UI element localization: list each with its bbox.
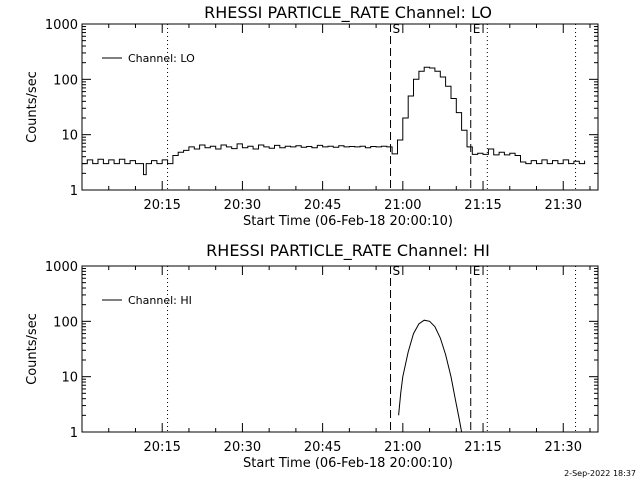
chart-title-1: RHESSI PARTICLE_RATE Channel: HI <box>206 241 490 261</box>
x-tick-label-0-2: 20:45 <box>304 198 341 213</box>
series-line-1-0 <box>398 319 463 433</box>
x-tick-label-1-2: 20:45 <box>304 440 341 455</box>
y-tick-label-1-0: 1 <box>70 426 78 441</box>
marker-label-0-1: E <box>473 22 481 36</box>
y-tick-label-1-1: 10 <box>61 371 78 386</box>
x-tick-label-0-4: 21:15 <box>464 198 501 213</box>
x-tick-label-0-0: 20:15 <box>143 198 180 213</box>
x-tick-label-1-1: 20:30 <box>224 440 261 455</box>
x-tick-label-1-4: 21:15 <box>464 440 501 455</box>
chart-title-0: RHESSI PARTICLE_RATE Channel: LO <box>204 3 492 23</box>
marker-label-1-0: S <box>393 264 401 278</box>
y-tick-label-1-2: 100 <box>53 315 78 330</box>
y-axis-label-0: Counts/sec <box>25 71 40 143</box>
legend-label-0: Channel: LO <box>128 52 195 65</box>
y-axis-label-1: Counts/sec <box>25 313 40 385</box>
y-tick-label-1-3: 1000 <box>45 260 78 275</box>
series-line-0-0 <box>82 66 586 176</box>
marker-label-1-1: E <box>473 264 481 278</box>
plot-frame-0 <box>81 23 599 191</box>
y-tick-label-0-2: 100 <box>53 73 78 88</box>
x-tick-label-1-0: 20:15 <box>143 440 180 455</box>
x-tick-label-1-5: 21:30 <box>545 440 582 455</box>
y-tick-label-0-0: 1 <box>70 184 78 199</box>
x-tick-label-0-5: 21:30 <box>545 198 582 213</box>
x-tick-label-0-1: 20:30 <box>224 198 261 213</box>
y-tick-label-0-3: 1000 <box>45 18 78 33</box>
x-tick-label-1-3: 21:00 <box>384 440 421 455</box>
x-axis-label-1: Start Time (06-Feb-18 20:00:10) <box>243 456 453 471</box>
legend-label-1: Channel: HI <box>128 294 192 307</box>
date-stamp: 2-Sep-2022 18:37 <box>564 469 636 478</box>
x-axis-label-0: Start Time (06-Feb-18 20:00:10) <box>243 214 453 229</box>
plot-frame-1 <box>81 265 599 433</box>
x-tick-label-0-3: 21:00 <box>384 198 421 213</box>
y-tick-label-0-1: 10 <box>61 129 78 144</box>
marker-label-0-0: S <box>393 22 401 36</box>
